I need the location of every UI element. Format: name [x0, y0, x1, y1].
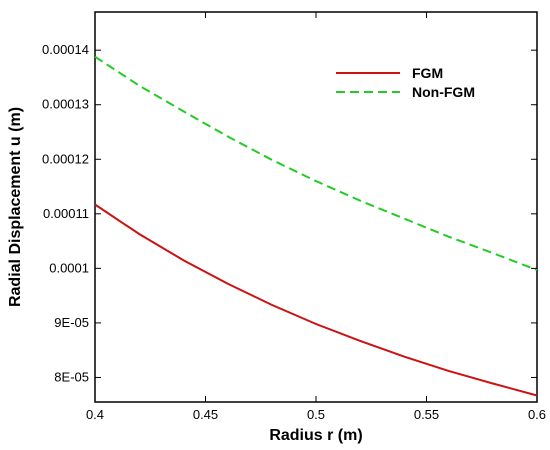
y-tick-label: 0.00013	[42, 97, 89, 112]
legend: FGM Non-FGM	[336, 65, 475, 100]
x-tick-label: 0.4	[86, 407, 104, 422]
y-tick-label: 0.0001	[49, 260, 89, 275]
legend-label-non-fgm: Non-FGM	[412, 84, 475, 100]
x-tick-label: 0.45	[193, 407, 218, 422]
y-tick-label: 0.00014	[42, 42, 89, 57]
y-tick-label: 0.00012	[42, 151, 89, 166]
series-line-fgm	[94, 203, 538, 397]
x-axis-ticks: 0.4 0.45 0.5 0.55 0.6	[86, 12, 546, 422]
x-tick-label: 0.55	[414, 407, 439, 422]
series-layer	[94, 55, 538, 397]
plot-frame	[94, 11, 538, 403]
y-tick-label: 9E-05	[54, 315, 89, 330]
y-axis-title: Radial Displacement u (m)	[7, 107, 24, 307]
y-tick-label: 0.00011	[43, 206, 89, 221]
legend-label-fgm: FGM	[412, 65, 443, 81]
y-axis-ticks: 8E-05 9E-05 0.0001 0.00011 0.00012 0.00013 0.0…	[42, 42, 537, 384]
series-line-non-fgm	[94, 55, 538, 271]
x-axis-title: Radius r (m)	[269, 427, 362, 444]
y-tick-label: 8E-05	[54, 369, 89, 384]
x-tick-label: 0.5	[307, 407, 325, 422]
x-tick-label: 0.6	[528, 407, 546, 422]
